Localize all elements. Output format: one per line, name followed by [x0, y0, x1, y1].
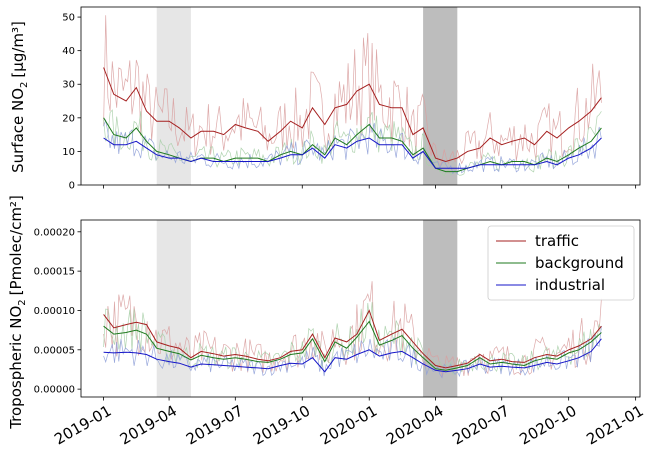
- legend-label-traffic: traffic: [535, 232, 579, 250]
- y-tick-label: 0.00000: [34, 385, 75, 396]
- x-axis-ticks: [103, 397, 637, 401]
- y-label-main: Surface NO: [9, 88, 27, 173]
- y-tick-label: 0.00010: [34, 306, 75, 317]
- raw-line-industrial: [103, 119, 602, 175]
- legend-label-background: background: [535, 254, 624, 272]
- raw-line-traffic: [103, 281, 602, 378]
- y-label-subscript: 2: [19, 82, 30, 88]
- y-tick-label: 0: [69, 181, 75, 192]
- legend-box: [487, 225, 635, 301]
- y-tick-label: 0.00020: [34, 227, 75, 238]
- y-label-units: [Pmolec/cm²]: [7, 195, 25, 295]
- raw-line-traffic: [103, 15, 602, 167]
- legend: traffic background industrial: [487, 225, 635, 301]
- x-axis-ticks: [103, 185, 637, 189]
- axes-frame: [80, 219, 641, 398]
- raw-line-background: [103, 109, 602, 177]
- shaded-period-0: [156, 220, 191, 397]
- y-axis-ticks: 0.00000 0.00005 0.00010 0.00015 0.00020: [34, 227, 81, 396]
- shaded-period-0: [156, 7, 191, 185]
- axes-frame: [80, 6, 641, 186]
- y-tick-label: 30: [62, 80, 75, 91]
- series-line-background: [103, 320, 602, 371]
- y-tick-label: 20: [62, 113, 75, 124]
- shaded-period-1: [423, 7, 458, 185]
- legend-label-industrial: industrial: [535, 276, 605, 294]
- y-axis-label: Surface NO2 [µg/m³]: [9, 21, 30, 173]
- series-line-industrial: [103, 137, 602, 169]
- surface-no2-panel: 0 10 20 30 40 50 Surface NO2 [µg/m³]: [9, 6, 641, 192]
- smoothed-series-lines: [103, 309, 602, 373]
- series-line-traffic: [103, 67, 602, 163]
- tropospheric-no2-panel: 0.00000 0.00005 0.00010 0.00015 0.00020 Trop…: [7, 195, 641, 430]
- y-tick-label: 0.00015: [34, 267, 75, 278]
- shaded-periods: [156, 7, 458, 185]
- y-label-subscript: 2: [17, 299, 28, 305]
- y-tick-label: 40: [62, 46, 75, 57]
- y-label-units: [µg/m³]: [9, 21, 27, 77]
- y-tick-label: 50: [62, 13, 75, 24]
- raw-line-background: [103, 302, 602, 375]
- y-axis-label: Tropospheric NO2 [Pmolec/cm²]: [7, 195, 28, 430]
- y-tick-label: 10: [62, 147, 75, 158]
- y-axis-ticks: 0 10 20 30 40 50: [62, 13, 81, 192]
- y-label-main: Tropospheric NO: [7, 306, 25, 430]
- y-tick-label: 0.00005: [34, 345, 75, 356]
- series-line-traffic: [103, 309, 602, 369]
- raw-series-lines: [103, 15, 602, 177]
- series-line-industrial: [103, 338, 602, 373]
- smoothed-series-lines: [103, 67, 602, 173]
